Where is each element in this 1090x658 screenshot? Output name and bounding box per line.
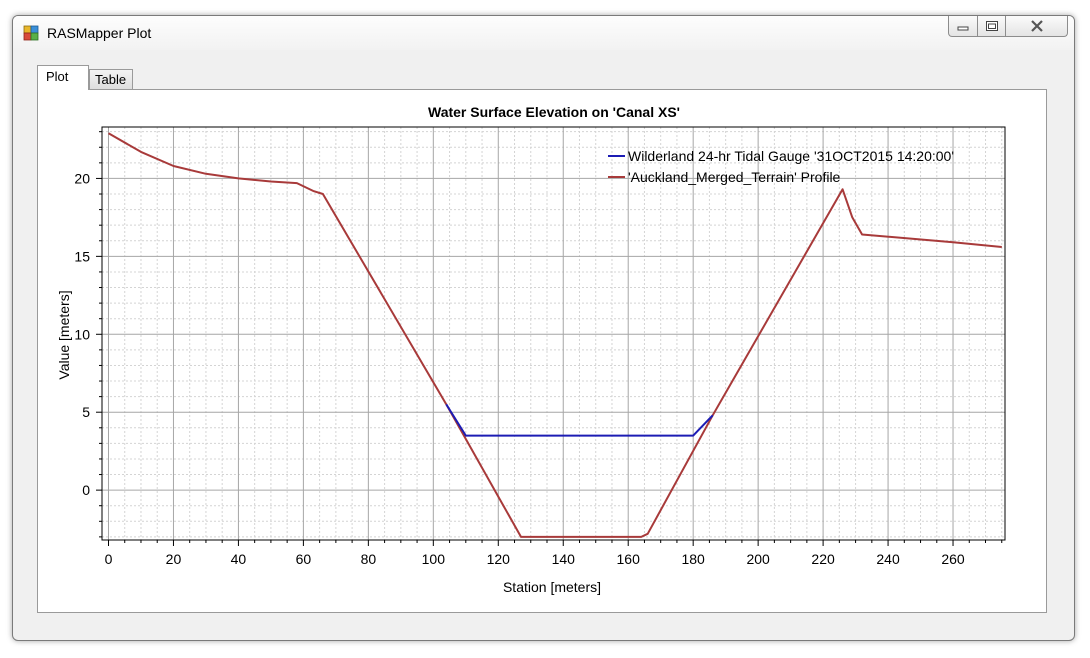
grid-minor <box>102 127 1005 540</box>
maximize-icon <box>985 21 998 31</box>
x-tick-label: 80 <box>361 551 377 567</box>
legend-label: 'Auckland_Merged_Terrain' Profile <box>628 169 841 185</box>
title-bar[interactable]: RASMapper Plot <box>13 16 1074 50</box>
x-tick-label: 100 <box>422 551 446 567</box>
minimize-button[interactable] <box>948 16 978 37</box>
x-tick-label: 200 <box>746 551 770 567</box>
legend: Wilderland 24-hr Tidal Gauge '31OCT2015 … <box>608 148 954 185</box>
series-line-terrain-profile <box>108 132 1002 538</box>
x-tick-label: 140 <box>552 551 576 567</box>
x-tick-label: 120 <box>487 551 511 567</box>
x-tick-label: 20 <box>166 551 182 567</box>
tab-table[interactable]: Table <box>89 69 133 90</box>
x-tick-label: 0 <box>105 551 113 567</box>
y-tick-label: 15 <box>74 248 90 264</box>
x-tick-label: 240 <box>876 551 900 567</box>
x-tick-label: 60 <box>296 551 312 567</box>
x-tick-label: 220 <box>811 551 835 567</box>
grid-major <box>102 127 1005 540</box>
close-icon <box>1030 20 1043 32</box>
series-lines <box>108 132 1002 538</box>
x-axis-label: Station [meters] <box>503 579 601 595</box>
chart: Water Surface Elevation on 'Canal XS' 0 2… <box>56 104 1006 595</box>
x-tick-label: 180 <box>681 551 705 567</box>
y-tick-label: 10 <box>74 326 90 342</box>
legend-label: Wilderland 24-hr Tidal Gauge '31OCT2015 … <box>628 148 954 164</box>
window-title: RASMapper Plot <box>47 25 152 41</box>
x-tick-label: 160 <box>617 551 641 567</box>
tab-plot[interactable]: Plot <box>37 65 89 90</box>
y-axis: 0 5 10 15 20 <box>74 131 102 538</box>
y-tick-label: 20 <box>74 170 90 186</box>
x-tick-label: 260 <box>941 551 965 567</box>
close-button[interactable] <box>1006 16 1068 37</box>
x-axis: 0 20 40 60 80 100 120 140 160 180 200 220 240 260 <box>105 540 1003 567</box>
x-tick-label: 40 <box>231 551 247 567</box>
series-line-water-surface <box>445 403 714 437</box>
maximize-button[interactable] <box>978 16 1006 37</box>
chart-title: Water Surface Elevation on 'Canal XS' <box>428 104 680 120</box>
plot-panel: Water Surface Elevation on 'Canal XS' 0 2… <box>37 89 1047 613</box>
y-tick-label: 0 <box>82 482 90 498</box>
y-axis-label: Value [meters] <box>56 290 72 379</box>
caption-buttons <box>948 16 1068 38</box>
rasmapper-app-icon <box>23 25 39 41</box>
minimize-icon <box>957 26 969 31</box>
plot-area <box>101 126 1006 541</box>
rasmapper-plot-window: RASMapper Plot Plot Table <box>12 15 1075 641</box>
y-tick-label: 5 <box>82 404 90 420</box>
